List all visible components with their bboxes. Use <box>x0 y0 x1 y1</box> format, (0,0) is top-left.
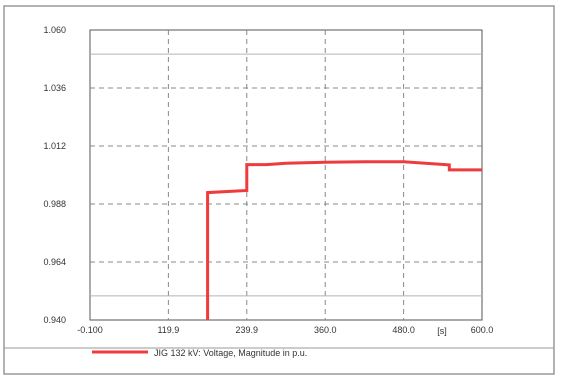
y-tick-label: 0.988 <box>43 199 66 209</box>
series-line <box>206 160 482 320</box>
y-tick-label: 0.940 <box>43 315 66 325</box>
legend: JIG 132 kV: Voltage, Magnitude in p.u. <box>92 348 307 358</box>
reference-lines <box>90 53 482 297</box>
x-unit-label: [s] <box>437 326 447 336</box>
x-tick-label: 239.9 <box>236 325 259 335</box>
legend-label: JIG 132 kV: Voltage, Magnitude in p.u. <box>154 348 307 358</box>
x-axis-ticks: -0.100 119.9 239.9 360.0 480.0 600.0 <box>77 325 493 335</box>
y-axis-ticks: 0.940 0.964 0.988 1.012 1.036 1.060 <box>43 25 66 325</box>
y-tick-label: 1.036 <box>43 83 66 93</box>
x-tick-label: 119.9 <box>157 325 179 335</box>
x-tick-label: -0.100 <box>77 325 103 335</box>
y-tick-label: 1.012 <box>43 141 66 151</box>
y-tick-label: 1.060 <box>43 25 66 35</box>
y-tick-label: 0.964 <box>43 257 66 267</box>
plot-area <box>89 29 483 321</box>
x-tick-label: 480.0 <box>392 325 415 335</box>
x-tick-label: 360.0 <box>314 325 337 335</box>
series-layer <box>206 160 482 320</box>
x-tick-label: 600.0 <box>471 325 494 335</box>
